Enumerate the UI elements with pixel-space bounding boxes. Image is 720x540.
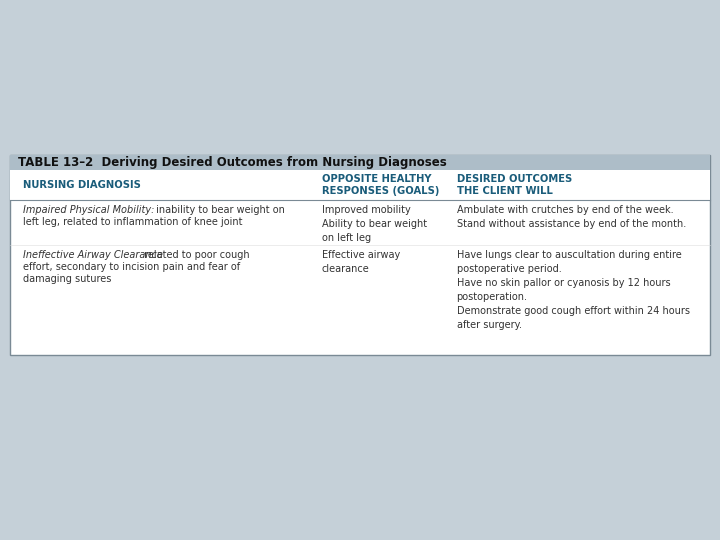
Text: OPPOSITE HEALTHY
RESPONSES (GOALS): OPPOSITE HEALTHY RESPONSES (GOALS) (322, 173, 439, 197)
Text: damaging sutures: damaging sutures (22, 274, 111, 284)
Text: Effective airway
clearance: Effective airway clearance (322, 250, 400, 274)
Text: Impaired Physical Mobility:: Impaired Physical Mobility: (22, 205, 154, 215)
Bar (10, 155, 710, 355)
Text: effort, secondary to incision pain and fear of: effort, secondary to incision pain and f… (22, 262, 240, 272)
Text: Have lungs clear to auscultation during entire
postoperative period.
Have no ski: Have lungs clear to auscultation during … (456, 250, 690, 330)
Text: Ineffective Airway Clearance: Ineffective Airway Clearance (22, 250, 163, 260)
Text: Improved mobility
Ability to bear weight
on left leg: Improved mobility Ability to bear weight… (322, 205, 427, 243)
Text: inability to bear weight on: inability to bear weight on (153, 205, 284, 215)
Text: Ambulate with crutches by end of the week.
Stand without assistance by end of th: Ambulate with crutches by end of the wee… (456, 205, 686, 229)
Text: DESIRED OUTCOMES
THE CLIENT WILL: DESIRED OUTCOMES THE CLIENT WILL (456, 173, 572, 197)
Text: left leg, related to inflammation of knee joint: left leg, related to inflammation of kne… (22, 217, 242, 227)
Bar (10, 155, 710, 170)
Text: TABLE 13–2  Deriving Desired Outcomes from Nursing Diagnoses: TABLE 13–2 Deriving Desired Outcomes fro… (18, 156, 446, 169)
Text: NURSING DIAGNOSIS: NURSING DIAGNOSIS (22, 180, 140, 190)
Bar (10, 170, 710, 200)
Text: related to poor cough: related to poor cough (140, 250, 249, 260)
